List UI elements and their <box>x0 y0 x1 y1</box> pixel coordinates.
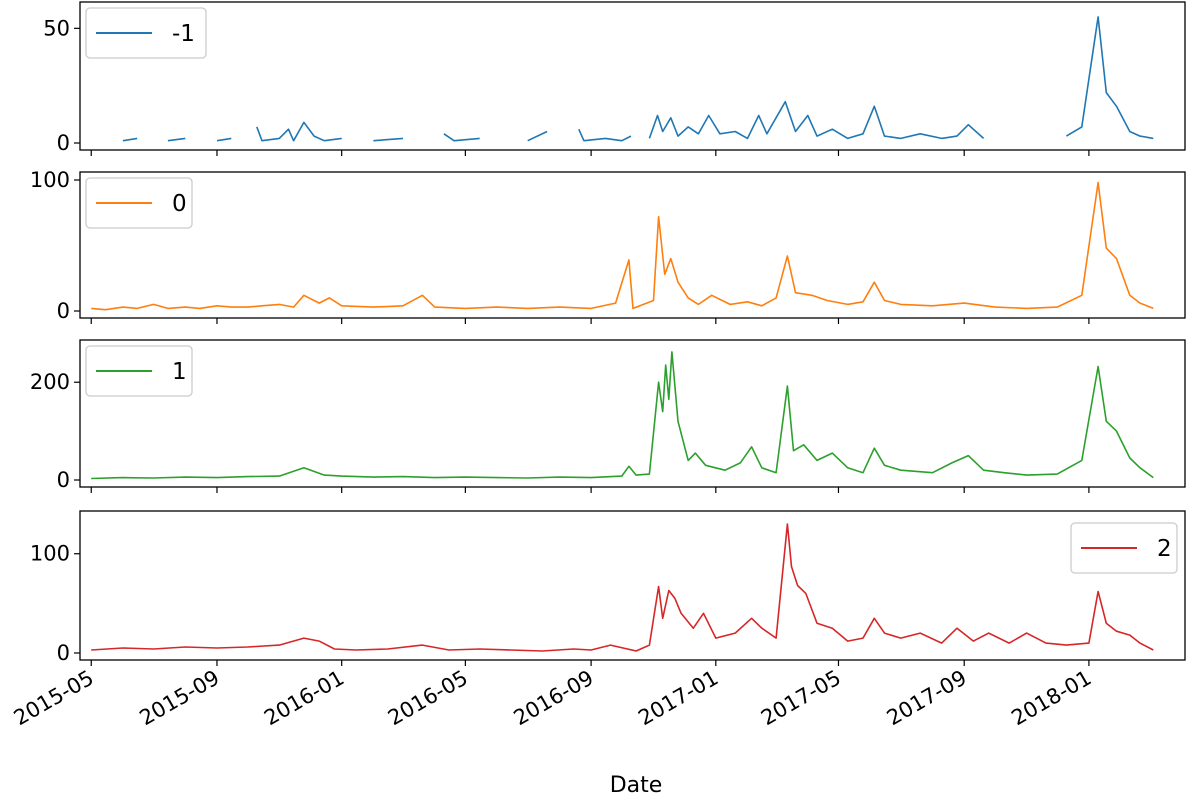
x-axis: 2015-05 2015-09 2016-01 2016-05 2016-09 2017-… <box>10 666 1096 731</box>
legend-label: -1 <box>172 21 195 47</box>
legend-label: 1 <box>172 359 187 385</box>
y-tick-label: 100 <box>30 168 70 192</box>
legend-1: -1 <box>85 7 207 59</box>
series-line-3 <box>91 351 1154 480</box>
x-tick-label: 2015-05 <box>10 666 98 731</box>
axes-frame-1 <box>79 1 1186 151</box>
y-tick-label: 0 <box>57 131 70 155</box>
x-tick-label: 2016-09 <box>510 666 598 731</box>
y-tick-label: 100 <box>30 542 70 566</box>
legend-2: 0 <box>85 177 193 229</box>
legend-label: 2 <box>1157 536 1172 562</box>
legend-3: 1 <box>85 345 193 397</box>
x-axis-label: Date <box>610 773 663 798</box>
subplot-1: 0 50 -1 <box>43 1 1186 156</box>
y-tick-label: 0 <box>57 468 70 492</box>
x-tick-label: 2018-01 <box>1007 666 1095 731</box>
y-tick-label: 200 <box>30 370 70 394</box>
x-tick-label: 2016-05 <box>384 666 472 731</box>
x-tick-label: 2017-01 <box>634 666 722 731</box>
legend-label: 0 <box>172 191 187 217</box>
series-line-4 <box>91 523 1154 652</box>
x-tick-label: 2015-09 <box>135 666 223 731</box>
axes-frame-4 <box>79 510 1186 661</box>
x-tick-label: 2017-09 <box>883 666 971 731</box>
y-tick-label: 0 <box>57 641 70 665</box>
legend-4: 2 <box>1070 522 1178 574</box>
x-tick-label: 2017-05 <box>757 666 845 731</box>
axes-frame-2 <box>79 171 1186 319</box>
subplot-4: 0 100 2 <box>30 510 1186 666</box>
y-tick-label: 0 <box>57 299 70 323</box>
axes-frame-3 <box>79 339 1186 488</box>
subplot-3: 0 200 1 <box>30 339 1186 493</box>
x-tick-label: 2016-01 <box>260 666 348 731</box>
series-line-1 <box>122 16 1154 142</box>
y-tick-label: 50 <box>43 16 70 40</box>
subplot-2: 0 100 0 <box>30 168 1186 324</box>
series-line-2 <box>91 181 1154 311</box>
